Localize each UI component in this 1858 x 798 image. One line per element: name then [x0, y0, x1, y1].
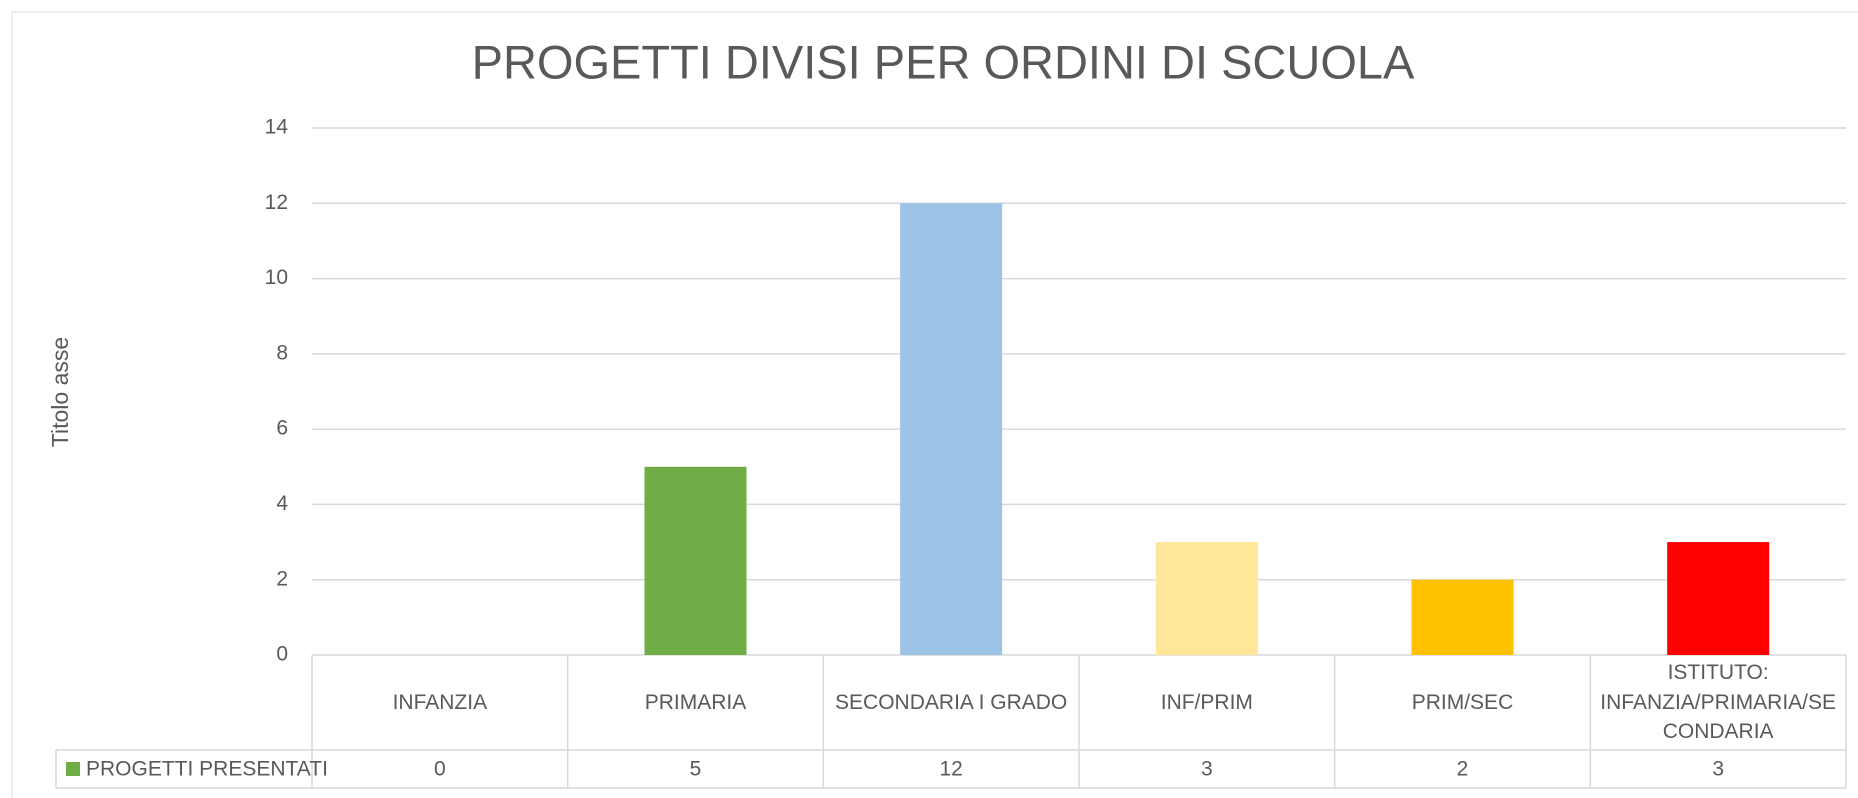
- x-tick-label: INFANZIA: [392, 690, 488, 714]
- bar: [1411, 579, 1514, 655]
- legend-key: [66, 762, 80, 776]
- bar: [1155, 542, 1258, 655]
- y-axis-title: Titolo asse: [47, 337, 73, 447]
- x-tick-label-box: INF/PRIM: [1160, 690, 1253, 714]
- x-tick-label: ISTITUTO: INFANZIA/PRIMARIA/SECONDARIA: [1600, 661, 1837, 744]
- table-value: 3: [1201, 758, 1213, 781]
- bar: [900, 203, 1003, 656]
- table-value: 3: [1712, 758, 1724, 781]
- bar: [644, 466, 747, 655]
- x-tick-label: PRIM/SEC: [1411, 690, 1514, 714]
- x-tick-label-box: ISTITUTO: INFANZIA/PRIMARIA/SECONDARIA: [1600, 661, 1837, 744]
- y-tick-label: 4: [276, 492, 288, 515]
- x-tick-label-box: PRIMARIA: [644, 690, 747, 714]
- x-tick-label: PRIMARIA: [644, 690, 747, 714]
- y-tick-label: 8: [276, 341, 288, 364]
- y-tick-label: 10: [265, 266, 288, 289]
- legend-label: PROGETTI PRESENTATI: [86, 758, 328, 781]
- y-tick-label: 0: [276, 643, 288, 666]
- table-value: 2: [1457, 758, 1469, 781]
- x-tick-label-box: PRIM/SEC: [1411, 690, 1514, 714]
- chart-title: PROGETTI DIVISI PER ORDINI DI SCUOLA: [472, 35, 1415, 88]
- bar: [1667, 542, 1770, 655]
- x-tick-label-box: INFANZIA: [392, 690, 488, 714]
- y-tick-label: 2: [276, 567, 288, 590]
- x-tick-label: SECONDARIA I GRADO: [835, 690, 1068, 714]
- y-tick-label: 6: [276, 417, 288, 440]
- y-tick-label: 14: [265, 116, 289, 139]
- y-tick-label: 12: [265, 191, 288, 214]
- x-tick-label-box: SECONDARIA I GRADO: [835, 690, 1068, 714]
- table-value: 0: [434, 758, 446, 781]
- table-value: 12: [939, 758, 962, 781]
- x-tick-label: INF/PRIM: [1160, 690, 1253, 714]
- table-value: 5: [690, 758, 702, 781]
